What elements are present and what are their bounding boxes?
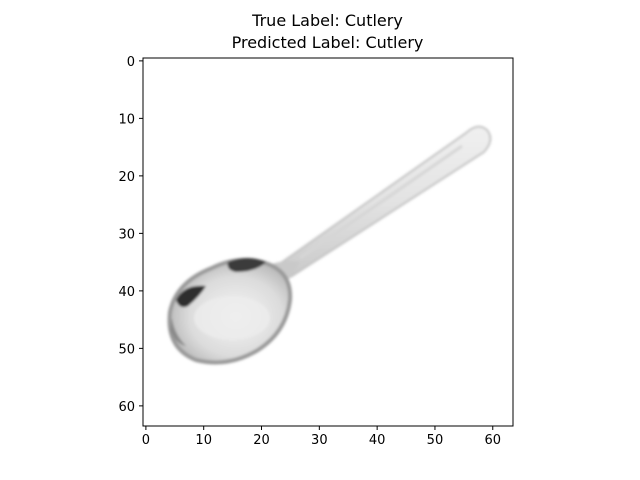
- y-tick-label: 30: [118, 227, 135, 242]
- x-tick-label: 40: [369, 433, 386, 448]
- x-tick-label: 10: [195, 433, 212, 448]
- y-tick-label: 10: [118, 112, 135, 127]
- x-axis-ticks: 0 10 20 30 40 50 60: [142, 426, 501, 448]
- y-tick-label: 60: [118, 400, 135, 415]
- y-tick-label: 50: [118, 342, 135, 357]
- x-tick-label: 50: [427, 433, 444, 448]
- y-axis-ticks: 0 10 20 30 40 50 60: [118, 55, 143, 415]
- y-tick-label: 40: [118, 285, 135, 300]
- y-tick-label: 20: [118, 170, 135, 185]
- spoon-image: [143, 58, 513, 426]
- axes-frame: [142, 57, 514, 427]
- chart-title-predicted-label: Predicted Label: Cutlery: [231, 33, 424, 52]
- x-tick-label: 20: [253, 433, 270, 448]
- x-tick-label: 0: [142, 433, 150, 448]
- x-tick-label: 30: [311, 433, 328, 448]
- chart-title-true-label: True Label: Cutlery: [252, 11, 403, 30]
- y-tick-label: 0: [127, 55, 135, 70]
- x-tick-label: 60: [484, 433, 501, 448]
